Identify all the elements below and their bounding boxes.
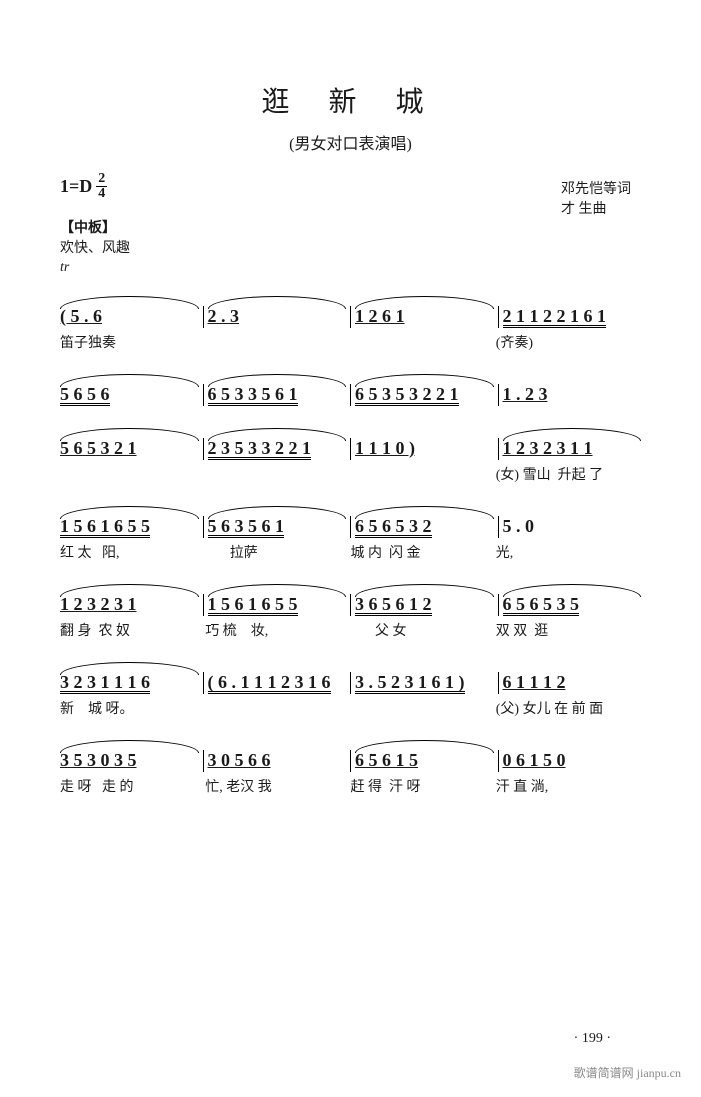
lyric: 光,	[496, 542, 641, 562]
staff-line: 1 2 3 2 3 1 1 5 6 1 6 5 5 3 6 5 6 1 2 6 …	[60, 594, 641, 640]
lyric: 赶 得 汗 呀	[351, 776, 496, 796]
measure: 3 2 3 1 1 1 6	[60, 673, 150, 694]
measure: 6 5 3 3 5 6 1	[208, 385, 298, 406]
measure: 5 . 0	[503, 516, 535, 536]
measure: 1 1 1 0 )	[355, 438, 415, 458]
measure: 5 6 3 5 6 1	[208, 517, 285, 538]
notation-row: ( 5 . 6 2 . 3 1 2 6 1 2 1 1 2 2 1 6 1	[60, 306, 641, 328]
measure: 6 5 3 5 3 2 2 1	[355, 385, 459, 406]
time-signature: 2 4	[96, 172, 107, 201]
notation-row: 1 5 6 1 6 5 5 5 6 3 5 6 1 6 5 6 5 3 2 5 …	[60, 516, 641, 538]
lyric: 拉萨	[205, 542, 350, 562]
lyric: 忙, 老汉 我	[205, 776, 350, 796]
staff-line: 3 5 3 0 3 5 3 0 5 6 6 6 5 6 1 5 0 6 1 5 …	[60, 750, 641, 796]
measure: 1 2 3 2 3 1 1	[503, 438, 593, 458]
time-numerator: 2	[96, 172, 107, 187]
measure: 5 6 5 6	[60, 385, 110, 406]
lyric: 城 内 闪 金	[351, 542, 496, 562]
lyric-row: 笛子独奏 (齐奏)	[60, 332, 641, 352]
composer: 才 生曲	[561, 200, 631, 220]
page-number: · 199 ·	[574, 1031, 611, 1047]
watermark: 歌谱简谱网 jianpu.cn	[574, 1064, 681, 1081]
measure: 0 6 1 5 0	[503, 750, 566, 770]
measure: ( 6 . 1 1 1 2 3 1 6	[208, 673, 331, 694]
lyric-row: (女) 雪山 升起 了	[60, 464, 641, 484]
lyric-row: 新 城 呀。 (父) 女儿 在 前 面	[60, 698, 641, 718]
measure: ( 5 . 6	[60, 306, 102, 326]
measure: 1 2 3 2 3 1	[60, 594, 137, 614]
staff-line: 1 5 6 1 6 5 5 5 6 3 5 6 1 6 5 6 5 3 2 5 …	[60, 516, 641, 562]
music-staff: ( 5 . 6 2 . 3 1 2 6 1 2 1 1 2 2 1 6 1 笛子…	[60, 306, 641, 796]
staff-line: 3 2 3 1 1 1 6 ( 6 . 1 1 1 2 3 1 6 3 . 5 …	[60, 672, 641, 718]
trill-marking: tr	[60, 258, 641, 278]
measure: 3 6 5 6 1 2	[355, 595, 432, 616]
tempo-block: 【中板】 欢快、风趣 tr	[60, 219, 641, 278]
lyricist: 邓先恺等词	[561, 180, 631, 200]
measure: 1 5 6 1 6 5 5	[208, 595, 298, 616]
lyric	[205, 332, 350, 352]
measure: 3 0 5 6 6	[208, 750, 271, 770]
notation-row: 5 6 5 6 6 5 3 3 5 6 1 6 5 3 5 3 2 2 1 1 …	[60, 384, 641, 406]
lyric	[351, 332, 496, 352]
measure: 3 5 3 0 3 5	[60, 750, 137, 770]
staff-line: ( 5 . 6 2 . 3 1 2 6 1 2 1 1 2 2 1 6 1 笛子…	[60, 306, 641, 352]
lyric	[60, 464, 205, 484]
measure: 5 6 5 3 2 1	[60, 438, 137, 458]
notation-row: 3 5 3 0 3 5 3 0 5 6 6 6 5 6 1 5 0 6 1 5 …	[60, 750, 641, 772]
measure: 1 . 2 3	[503, 384, 548, 404]
lyric: 双 双 逛	[496, 620, 641, 640]
lyric-row: 翻 身 农 奴 巧 梳 妆, 父 女 双 双 逛	[60, 620, 641, 640]
key-time-signature: 1=D 2 4	[60, 172, 641, 201]
measure: 3 . 5 2 3 1 6 1 )	[355, 673, 465, 694]
measure: 2 . 3	[208, 306, 240, 326]
lyric: (女) 雪山 升起 了	[496, 464, 641, 484]
lyric	[351, 698, 496, 718]
time-denominator: 4	[98, 187, 105, 201]
lyric-row: 走 呀 走 的 忙, 老汉 我 赶 得 汗 呀 汗 直 淌,	[60, 776, 641, 796]
notation-row: 3 2 3 1 1 1 6 ( 6 . 1 1 1 2 3 1 6 3 . 5 …	[60, 672, 641, 694]
measure: 6 5 6 1 5	[355, 750, 418, 770]
lyric	[351, 464, 496, 484]
staff-line: 5 6 5 6 6 5 3 3 5 6 1 6 5 3 5 3 2 2 1 1 …	[60, 384, 641, 406]
lyric: 走 呀 走 的	[60, 776, 205, 796]
lyric: 红 太 阳,	[60, 542, 205, 562]
lyric	[205, 698, 350, 718]
lyric: 新 城 呀。	[60, 698, 205, 718]
key-prefix: 1=D	[60, 176, 92, 197]
notation-row: 5 6 5 3 2 1 2 3 5 3 3 2 2 1 1 1 1 0 ) 1 …	[60, 438, 641, 460]
tempo-marking: 【中板】	[60, 219, 641, 239]
song-subtitle: (男女对口表演唱)	[60, 130, 641, 154]
song-title: 逛 新 城	[60, 80, 641, 120]
lyric: 巧 梳 妆,	[205, 620, 350, 640]
lyric-row: 红 太 阳, 拉萨 城 内 闪 金 光,	[60, 542, 641, 562]
lyric: (齐奏)	[496, 332, 641, 352]
measure: 6 1 1 1 2	[503, 672, 566, 692]
measure: 6 5 6 5 3 5	[503, 595, 580, 616]
measure: 2 3 5 3 3 2 2 1	[208, 439, 312, 460]
credits: 邓先恺等词 才 生曲	[561, 180, 631, 219]
lyric: (父) 女儿 在 前 面	[496, 698, 641, 718]
measure: 1 2 6 1	[355, 306, 405, 326]
measure: 1 5 6 1 6 5 5	[60, 517, 150, 538]
lyric: 父 女	[351, 620, 496, 640]
staff-line: 5 6 5 3 2 1 2 3 5 3 3 2 2 1 1 1 1 0 ) 1 …	[60, 438, 641, 484]
measure: 2 1 1 2 2 1 6 1	[503, 307, 607, 328]
lyric: 翻 身 农 奴	[60, 620, 205, 640]
lyric	[205, 464, 350, 484]
lyric: 笛子独奏	[60, 332, 205, 352]
lyric: 汗 直 淌,	[496, 776, 641, 796]
notation-row: 1 2 3 2 3 1 1 5 6 1 6 5 5 3 6 5 6 1 2 6 …	[60, 594, 641, 616]
mood-marking: 欢快、风趣	[60, 239, 641, 259]
measure: 6 5 6 5 3 2	[355, 517, 432, 538]
